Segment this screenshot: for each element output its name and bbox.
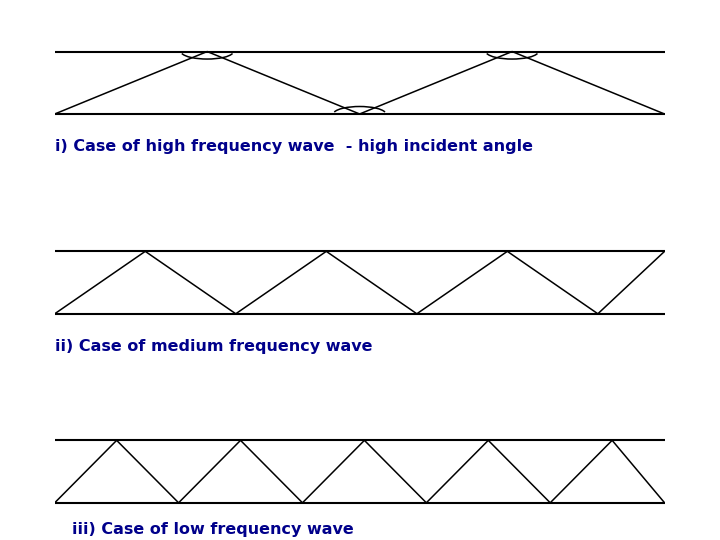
Text: ii) Case of medium frequency wave: ii) Case of medium frequency wave <box>55 339 372 354</box>
Text: iii) Case of low frequency wave: iii) Case of low frequency wave <box>72 522 354 537</box>
Text: i) Case of high frequency wave  - high incident angle: i) Case of high frequency wave - high in… <box>55 139 533 154</box>
